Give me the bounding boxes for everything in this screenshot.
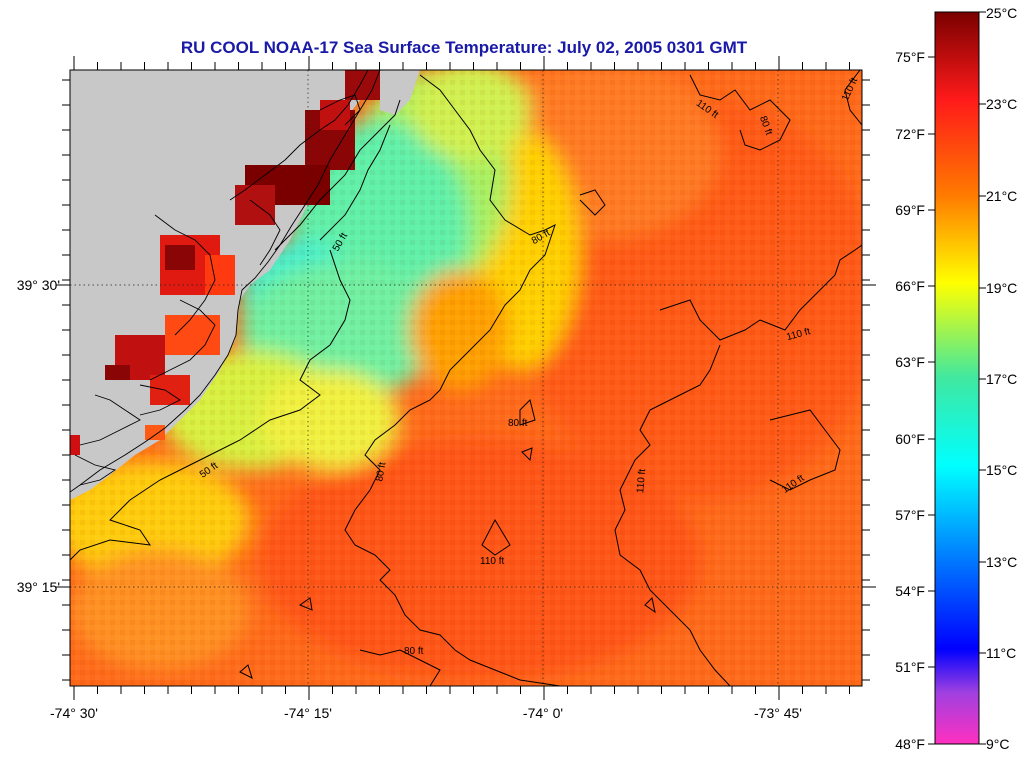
coastline [70, 70, 381, 493]
colorbar-fahrenheit-label: 66°F [895, 278, 925, 294]
colorbar-gradient [934, 11, 980, 745]
colorbar-fahrenheit-label: 63°F [895, 354, 925, 370]
graticule [70, 70, 862, 686]
land-mass-north [380, 70, 420, 115]
map-border [69, 69, 863, 687]
contour-label: 80 ft [404, 646, 424, 657]
latitude-label: 39° 30' [17, 277, 60, 293]
axis-ticks [56, 56, 876, 700]
colorbar-fahrenheit-label: 48°F [895, 736, 925, 752]
colorbar-celsius-label: 15°C [986, 462, 1017, 478]
colorbar-fahrenheit-label: 57°F [895, 507, 925, 523]
colorbar-celsius-label: 17°C [986, 371, 1017, 387]
contour-label: 110 ft [635, 468, 648, 493]
longitude-labels: -74° 30' -74° 15' -74° 0' -73° 45' [50, 705, 802, 721]
contour-label: 110 ft [480, 556, 504, 567]
longitude-label: -73° 45' [754, 705, 802, 721]
colorbar-celsius-label: 25°C [986, 5, 1017, 21]
colorbar-celsius-label: 11°C [986, 645, 1016, 661]
longitude-label: -74° 0' [523, 705, 563, 721]
colorbar-celsius-label: 23°C [986, 96, 1017, 112]
colorbar-fahrenheit-label: 54°F [895, 583, 925, 599]
contour-label: 80 ft [374, 461, 388, 482]
bathymetry-contours [70, 70, 862, 686]
colorbar-fahrenheit-label: 69°F [895, 202, 925, 218]
contour-label: 80 ft [508, 418, 528, 429]
colorbar-celsius-label: 13°C [986, 554, 1017, 570]
contour-labels: 50 ft 50 ft 80 ft 80 ft 80 ft 80 ft 110 … [198, 76, 860, 657]
colorbar-celsius-label: 19°C [986, 280, 1017, 296]
map-frame: 50 ft 50 ft 80 ft 80 ft 80 ft 80 ft 110 … [70, 70, 862, 686]
colorbar: 25°C 23°C 21°C 19°C 17°C 15°C 13°C 11°C 9°C 75°F… [895, 5, 1017, 752]
colorbar-fahrenheit-label: 60°F [895, 431, 925, 447]
longitude-label: -74° 30' [50, 705, 98, 721]
colorbar-fahrenheit-label: 72°F [895, 126, 925, 142]
latitude-labels: 39° 30' 39° 15' [17, 277, 60, 595]
bay-warm-pixels [70, 70, 380, 455]
longitude-label: -74° 15' [284, 705, 332, 721]
colorbar-fahrenheit-label: 51°F [895, 659, 925, 675]
colorbar-celsius-label: 21°C [986, 188, 1017, 204]
latitude-label: 39° 15' [17, 579, 60, 595]
colorbar-fahrenheit-label: 75°F [895, 49, 925, 65]
colorbar-celsius-label: 9°C [986, 736, 1010, 752]
map-title: RU COOL NOAA-17 Sea Surface Temperature:… [181, 38, 748, 57]
